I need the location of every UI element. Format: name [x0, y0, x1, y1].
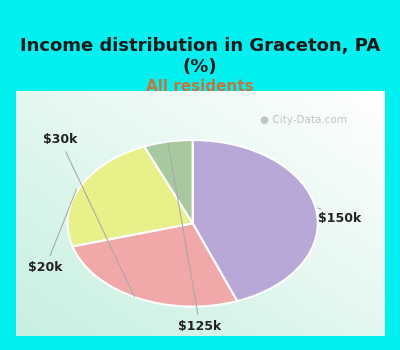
Text: All residents: All residents	[146, 79, 254, 94]
Text: Income distribution in Graceton, PA
(%): Income distribution in Graceton, PA (%)	[20, 37, 380, 76]
Text: ● City-Data.com: ● City-Data.com	[260, 116, 346, 125]
Text: $125k: $125k	[168, 143, 222, 333]
Text: $150k: $150k	[318, 208, 362, 225]
Wedge shape	[144, 140, 193, 223]
Text: $20k: $20k	[28, 189, 76, 274]
Wedge shape	[72, 223, 237, 307]
Wedge shape	[68, 146, 193, 246]
Text: $30k: $30k	[43, 133, 134, 297]
Wedge shape	[193, 140, 318, 301]
